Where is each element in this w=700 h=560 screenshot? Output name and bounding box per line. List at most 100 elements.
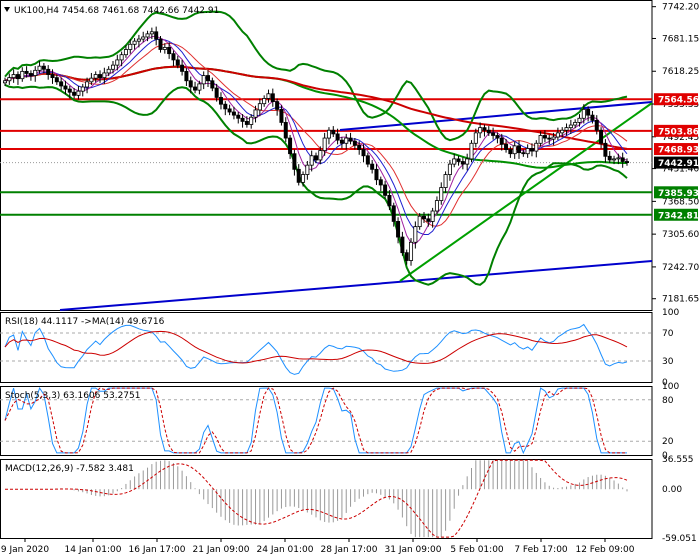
y-tick-label: 7431.40 [662, 165, 699, 175]
candle-body [15, 74, 20, 80]
candle-body [236, 114, 241, 119]
x-tick-label: 9 Jan 2020 [1, 545, 49, 555]
candle-body [249, 116, 254, 125]
candle-body [67, 88, 72, 93]
candle-body [266, 93, 271, 99]
candle-body [387, 194, 392, 207]
price-tag-0 [654, 93, 698, 106]
candle-body [244, 120, 249, 125]
candle-body [491, 132, 496, 136]
trend-line-upper-blue [339, 101, 653, 131]
candle-body [555, 132, 560, 138]
rsi-tick-label: 0 [662, 378, 668, 388]
candle-body [564, 127, 569, 131]
candle-body [193, 86, 198, 91]
candle-body [486, 129, 491, 134]
candle-body [409, 241, 414, 261]
candle-body [396, 221, 401, 238]
y-tick-label: 7742.20 [662, 3, 699, 13]
candle-body [262, 98, 267, 105]
candle-body [240, 117, 245, 122]
candle-body [365, 155, 370, 165]
candle-body [482, 127, 487, 131]
stoch-tick-label: 0 [662, 451, 668, 461]
bollinger-lower [4, 83, 628, 286]
candle-body [581, 109, 586, 119]
x-tick-label: 12 Feb 09:00 [575, 545, 634, 555]
candle-body [149, 31, 154, 35]
x-tick-label: 31 Jan 09:00 [385, 545, 442, 555]
candle-body [538, 135, 543, 144]
y-tick-label: 7368.50 [662, 197, 699, 207]
candle-body [612, 158, 617, 161]
candle-body [3, 80, 8, 84]
candle-body [443, 174, 448, 188]
candle-body [594, 119, 599, 131]
candle-body [344, 137, 349, 144]
candle-body [607, 155, 612, 161]
bollinger-upper [4, 10, 628, 142]
chart-title: UK100,H4 7454.68 7461.68 7442.66 7442.91 [14, 6, 219, 16]
candle-body [616, 157, 621, 160]
candle-body [141, 36, 146, 40]
candle-body [400, 236, 405, 254]
candle-body [512, 145, 517, 155]
candle-body [370, 163, 375, 170]
candle-body [145, 33, 150, 38]
y-tick-label: 7181.65 [662, 295, 699, 305]
candle-body [33, 69, 38, 76]
candle-body [305, 164, 310, 175]
candle-body [102, 72, 107, 79]
candle-body [115, 59, 120, 66]
y-tick-label: 7492.45 [662, 133, 699, 143]
stoch-k-line [4, 386, 627, 455]
candle-body [504, 143, 509, 150]
candle-body [339, 139, 344, 144]
candle-body [335, 133, 340, 141]
candle-body [46, 68, 51, 75]
candle-body [456, 158, 461, 162]
candle-body [447, 163, 452, 175]
price-tag-label: 7468.93 [658, 146, 699, 156]
price-tag-label: 7342.81 [658, 211, 699, 221]
candle-body [253, 109, 258, 118]
candle-body [473, 132, 478, 144]
price-tag-2 [654, 143, 698, 156]
candle-body [313, 155, 318, 161]
candle-body [478, 127, 483, 134]
candle-body [326, 129, 331, 139]
candle-body [59, 81, 64, 87]
price-tag-label: 7442.91 [658, 159, 699, 169]
macd-tick-label: 36.555 [662, 455, 694, 465]
price-tag-label: 7503.86 [658, 127, 699, 137]
candle-body [24, 70, 29, 74]
candle-body [521, 152, 526, 155]
candle-body [85, 81, 90, 88]
x-tick-label: 14 Jan 01:00 [65, 545, 122, 555]
panel-frame-stoch [0, 386, 653, 456]
price-tag-4 [654, 186, 698, 199]
candle-body [20, 70, 25, 80]
candle-body [517, 145, 522, 154]
candle-body [309, 155, 314, 166]
candle-body [568, 124, 573, 129]
candle-body [89, 77, 94, 83]
candle-body [28, 73, 33, 76]
candle-body [76, 90, 81, 96]
candle-body [136, 38, 141, 42]
candle-body [460, 161, 465, 165]
x-tick-label: 5 Feb 01:00 [450, 545, 504, 555]
rsi-line [4, 323, 628, 375]
rsi-tick-label: 100 [662, 308, 679, 318]
x-tick-label: 7 Feb 17:00 [514, 545, 568, 555]
candle-body [128, 43, 133, 50]
candle-body [93, 74, 98, 79]
macd-signal-line [5, 459, 628, 538]
candle-body [54, 77, 59, 83]
x-tick-label: 16 Jan 17:00 [129, 545, 186, 555]
candle-body [599, 129, 604, 144]
candle-body [171, 53, 176, 61]
price-tag-3 [654, 156, 698, 169]
x-tick-label: 28 Jan 17:00 [321, 545, 378, 555]
candle-body [63, 85, 68, 90]
